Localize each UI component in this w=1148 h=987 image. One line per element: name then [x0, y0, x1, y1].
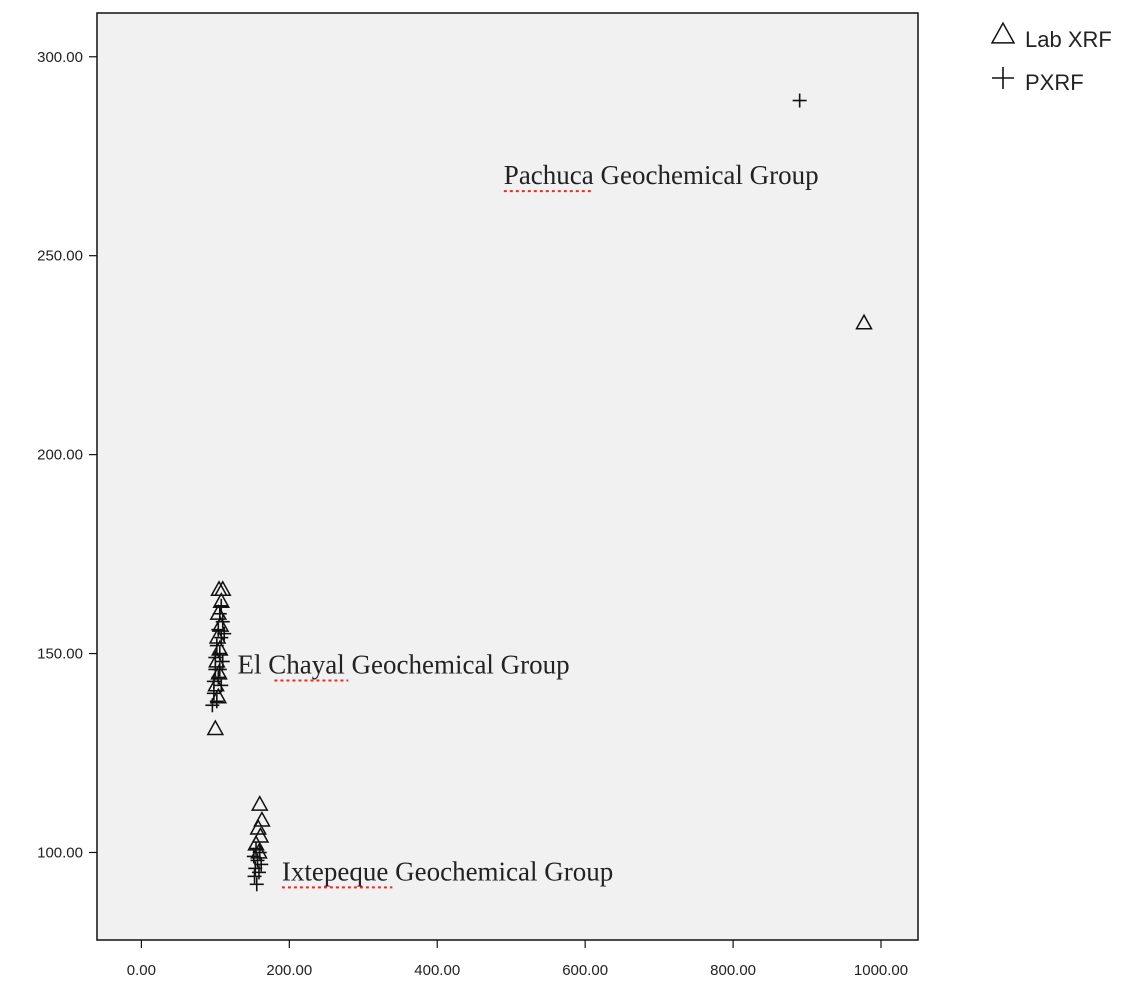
y-tick-label: 100.00 — [37, 844, 83, 861]
group-annotation: El Chayal Geochemical Group — [238, 649, 570, 679]
y-axis: 100.00 150.00 200.00 250.00 300.00 — [37, 49, 97, 861]
point-pxrf — [206, 686, 221, 701]
x-tick-label: 400.00 — [414, 962, 460, 979]
x-tick-label: 1000.00 — [854, 962, 908, 979]
point-lab-xrf — [251, 826, 270, 843]
point-pxrf — [247, 869, 262, 884]
point-pxrf — [208, 650, 223, 665]
legend-label: PXRF — [1025, 70, 1084, 95]
x-tick-label: 200.00 — [266, 962, 312, 979]
point-lab-xrf — [249, 818, 268, 835]
annotations: Pachuca Geochemical Group El Chayal Geoch… — [238, 160, 819, 889]
group-annotation: Ixtepeque Geochemical Group — [282, 856, 613, 886]
y-tick-label: 200.00 — [37, 447, 83, 464]
y-tick-label: 300.00 — [37, 49, 83, 66]
legend-plus-icon — [992, 67, 1014, 89]
legend: Lab XRF PXRF — [990, 21, 1112, 95]
point-pxrf — [215, 614, 230, 629]
y-tick-label: 250.00 — [37, 248, 83, 265]
point-pxrf — [206, 674, 221, 689]
plot-area — [96, 12, 919, 941]
x-tick-label: 600.00 — [562, 962, 608, 979]
point-lab-xrf — [206, 719, 225, 736]
legend-triangle-icon — [990, 21, 1016, 44]
point-pxrf — [209, 638, 224, 653]
legend-label: Lab XRF — [1025, 27, 1112, 52]
point-pxrf — [215, 654, 230, 669]
point-pxrf — [205, 698, 220, 713]
point-pxrf — [249, 877, 264, 892]
point-pxrf — [212, 606, 227, 621]
point-pxrf — [212, 662, 227, 677]
point-lab-xrf — [855, 313, 873, 330]
group-annotation: Pachuca Geochemical Group — [504, 160, 819, 190]
data-points — [205, 93, 873, 892]
point-pxrf — [214, 598, 229, 613]
y-tick-label: 150.00 — [37, 646, 83, 663]
x-tick-label: 0.00 — [127, 962, 156, 979]
x-tick-label: 800.00 — [710, 962, 756, 979]
point-lab-xrf — [207, 675, 225, 692]
point-pxrf — [214, 678, 229, 693]
point-lab-xrf — [250, 795, 269, 811]
x-axis: 0.00 200.00 400.00 600.00 800.00 1000.00 — [127, 940, 908, 979]
point-pxrf — [792, 93, 807, 108]
point-pxrf — [217, 626, 232, 641]
